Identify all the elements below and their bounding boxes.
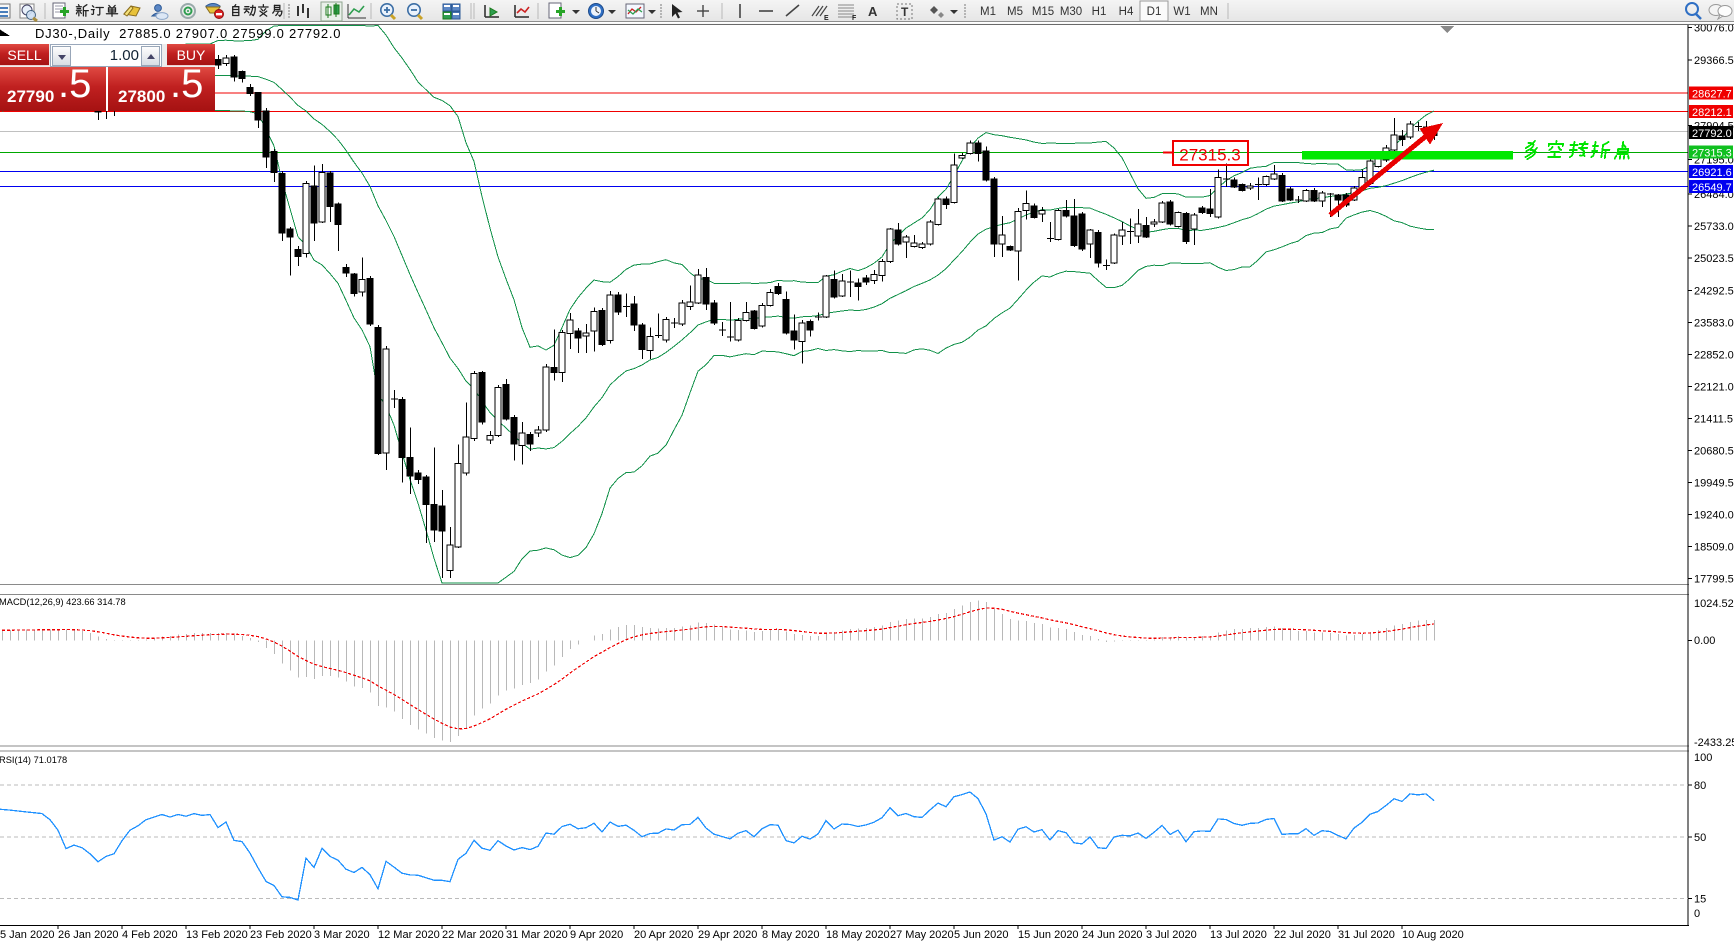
svg-text:D1: D1	[1147, 6, 1162, 18]
svg-text:18 May 2020: 18 May 2020	[826, 929, 890, 941]
svg-text:5 Jun 2020: 5 Jun 2020	[954, 929, 1008, 941]
svg-text:26 Jan 2020: 26 Jan 2020	[58, 929, 119, 941]
svg-text:26921.6: 26921.6	[1692, 167, 1732, 179]
svg-text:4 Feb 2020: 4 Feb 2020	[122, 929, 178, 941]
svg-text:80: 80	[1694, 780, 1706, 792]
svg-text:29366.5: 29366.5	[1694, 55, 1734, 67]
svg-text:F: F	[852, 15, 857, 22]
svg-text:27 May 2020: 27 May 2020	[890, 929, 954, 941]
svg-text:0.00: 0.00	[1694, 635, 1715, 647]
svg-text:T: T	[901, 5, 909, 19]
svg-text:13 Jul 2020: 13 Jul 2020	[1210, 929, 1267, 941]
svg-text:3 Mar 2020: 3 Mar 2020	[314, 929, 370, 941]
svg-text:H4: H4	[1119, 6, 1134, 18]
svg-text:100: 100	[1694, 752, 1712, 764]
svg-text:5 Jan 2020: 5 Jan 2020	[0, 929, 54, 941]
svg-text:M30: M30	[1060, 6, 1082, 18]
svg-text:M15: M15	[1032, 6, 1054, 18]
svg-text:MACD(12,26,9) 423.66 314.78: MACD(12,26,9) 423.66 314.78	[0, 597, 126, 607]
svg-text:0: 0	[1694, 908, 1700, 920]
svg-text:RSI(14) 71.0178: RSI(14) 71.0178	[0, 755, 67, 765]
svg-text:30076.0: 30076.0	[1694, 23, 1734, 35]
svg-text:12 Mar 2020: 12 Mar 2020	[378, 929, 440, 941]
svg-text:19240.0: 19240.0	[1694, 510, 1734, 522]
svg-text:25733.0: 25733.0	[1694, 221, 1734, 233]
svg-text:M1: M1	[980, 6, 996, 18]
svg-text:50: 50	[1694, 832, 1706, 844]
svg-text:20680.5: 20680.5	[1694, 445, 1734, 457]
svg-text:31 Jul 2020: 31 Jul 2020	[1338, 929, 1395, 941]
svg-text:27315.3: 27315.3	[1692, 148, 1732, 160]
svg-text:28212.1: 28212.1	[1692, 107, 1732, 119]
svg-text:1024.52: 1024.52	[1694, 598, 1734, 610]
svg-text:-2433.25: -2433.25	[1694, 737, 1734, 749]
svg-text:MN: MN	[1200, 6, 1218, 18]
svg-text:A: A	[868, 4, 878, 19]
svg-text:23 Feb 2020: 23 Feb 2020	[250, 929, 312, 941]
svg-text:27315.3: 27315.3	[1179, 146, 1240, 165]
svg-text:22 Mar 2020: 22 Mar 2020	[442, 929, 504, 941]
svg-text:19949.5: 19949.5	[1694, 478, 1734, 490]
svg-text:27792.0: 27792.0	[1692, 128, 1732, 140]
svg-text:13 Feb 2020: 13 Feb 2020	[186, 929, 248, 941]
svg-text:22 Jul 2020: 22 Jul 2020	[1274, 929, 1331, 941]
svg-text:22852.0: 22852.0	[1694, 349, 1734, 361]
svg-text:17799.5: 17799.5	[1694, 574, 1734, 586]
svg-text:15 Jun 2020: 15 Jun 2020	[1018, 929, 1079, 941]
svg-text:24292.5: 24292.5	[1694, 285, 1734, 297]
svg-text:H1: H1	[1092, 6, 1107, 18]
svg-text:M5: M5	[1007, 6, 1023, 18]
svg-text:3 Jul 2020: 3 Jul 2020	[1146, 929, 1197, 941]
svg-text:9 Apr 2020: 9 Apr 2020	[570, 929, 623, 941]
svg-text:26549.7: 26549.7	[1692, 182, 1732, 194]
svg-text:23583.0: 23583.0	[1694, 317, 1734, 329]
svg-text:20 Apr 2020: 20 Apr 2020	[634, 929, 693, 941]
svg-text:28627.7: 28627.7	[1692, 89, 1732, 101]
svg-text:10 Aug 2020: 10 Aug 2020	[1402, 929, 1464, 941]
svg-text:18509.0: 18509.0	[1694, 542, 1734, 554]
svg-text:15: 15	[1694, 893, 1706, 905]
svg-text:25023.5: 25023.5	[1694, 253, 1734, 265]
svg-text:21411.5: 21411.5	[1694, 413, 1733, 425]
svg-text:E: E	[824, 15, 829, 22]
svg-text:W1: W1	[1173, 6, 1190, 18]
svg-text:24 Jun 2020: 24 Jun 2020	[1082, 929, 1143, 941]
svg-text:31 Mar 2020: 31 Mar 2020	[506, 929, 568, 941]
svg-text:22121.0: 22121.0	[1694, 381, 1734, 393]
svg-text:29 Apr 2020: 29 Apr 2020	[698, 929, 757, 941]
svg-text:8 May 2020: 8 May 2020	[762, 929, 819, 941]
svg-text:DJ30-,Daily 27885.0 27907.0 2: DJ30-,Daily 27885.0 27907.0 27599.0 2779…	[35, 26, 341, 41]
